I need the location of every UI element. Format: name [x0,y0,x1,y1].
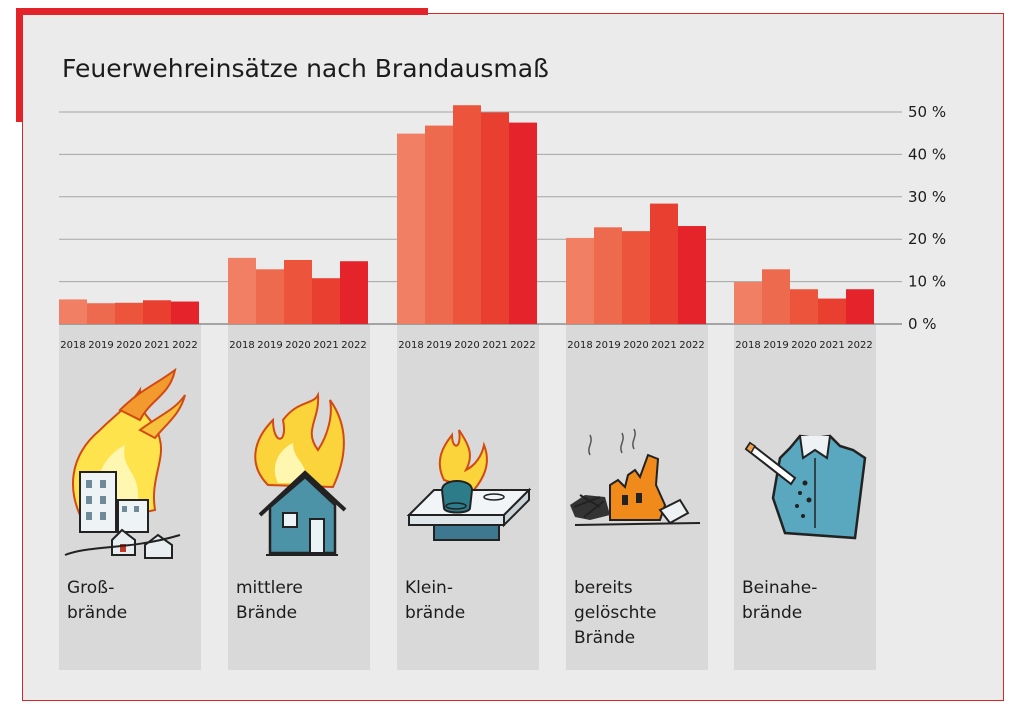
category-label-line: Brände [574,628,636,648]
year-label: 2022 [510,340,535,351]
bar-2019 [256,269,284,324]
year-label: 2021 [819,340,844,351]
category-label: Klein-brände [405,576,535,626]
year-label: 2018 [567,340,592,351]
bar-2021 [650,203,678,324]
category-label: Beinahe-brände [742,576,872,626]
bar-2022 [846,289,874,324]
cigarette-burned-shirt-icon [744,434,867,540]
bar-2020 [115,302,143,324]
bar-2018 [566,237,594,324]
year-label: 2019 [763,340,788,351]
bar-2018 [59,299,87,324]
category-label-line: mittlere [236,578,303,598]
y-tick-label: 0 % [908,315,937,333]
bar-2018 [734,282,762,324]
bar-2018 [228,257,256,324]
bar-2021 [312,278,340,324]
bar-2018 [397,133,425,324]
year-label: 2018 [60,340,85,351]
top-accent-bar [16,8,428,15]
category-label-line: Beinahe- [742,578,818,598]
year-label: 2020 [116,340,141,351]
bar-2020 [453,105,481,324]
bar-2021 [481,112,509,324]
bar-2020 [622,231,650,324]
year-label: 2020 [285,340,310,351]
y-tick-label: 40 % [908,145,946,163]
year-label: 2019 [595,340,620,351]
year-label: 2021 [144,340,169,351]
year-label: 2020 [454,340,479,351]
category-label-line: Klein- [405,578,453,598]
bar-2022 [340,261,368,324]
year-label: 2018 [229,340,254,351]
category-label-line: Brände [236,603,298,623]
category-label: mittlere Brände [236,576,366,626]
smoldering-ruins-icon [570,428,701,526]
bar-2019 [425,125,453,325]
bar-2020 [790,289,818,324]
year-label: 2019 [426,340,451,351]
year-label: 2022 [847,340,872,351]
bar-2021 [818,298,846,324]
stove-pot-fire-icon [406,429,532,541]
y-tick-label: 10 % [908,273,946,291]
category-label-line: brände [405,603,466,623]
year-label: 2018 [398,340,423,351]
category-label-line: Groß- [67,578,115,598]
year-label: 2021 [482,340,507,351]
category-label-line: bereits [574,578,633,598]
year-label: 2022 [172,340,197,351]
y-tick-label: 20 % [908,230,946,248]
category-label-line: brände [67,603,128,623]
chart-title: Feuerwehreinsätze nach Brandausmaß [62,54,549,83]
bar-2022 [171,301,199,324]
year-label: 2020 [791,340,816,351]
bar-2020 [284,259,312,324]
bar-2019 [87,303,115,324]
year-label: 2019 [88,340,113,351]
year-label: 2022 [679,340,704,351]
bar-2022 [509,122,537,324]
bar-2019 [594,227,622,324]
y-tick-label: 30 % [908,188,946,206]
bar-2019 [762,269,790,324]
bar-2021 [143,300,171,324]
category-label-line: gelöschte [574,603,657,623]
y-tick-label: 50 % [908,103,946,121]
category-label: Groß-brände [67,576,197,626]
year-label: 2018 [735,340,760,351]
year-label: 2022 [341,340,366,351]
burning-house-icon [254,391,347,556]
year-label: 2021 [313,340,338,351]
left-accent-bar [16,8,23,122]
large-fire-buildings-icon [64,367,186,559]
bar-2022 [678,226,706,324]
category-label: bereits gelöschte Brände [574,576,704,651]
year-label: 2019 [257,340,282,351]
year-label: 2020 [623,340,648,351]
category-label-line: brände [742,603,803,623]
year-label: 2021 [651,340,676,351]
